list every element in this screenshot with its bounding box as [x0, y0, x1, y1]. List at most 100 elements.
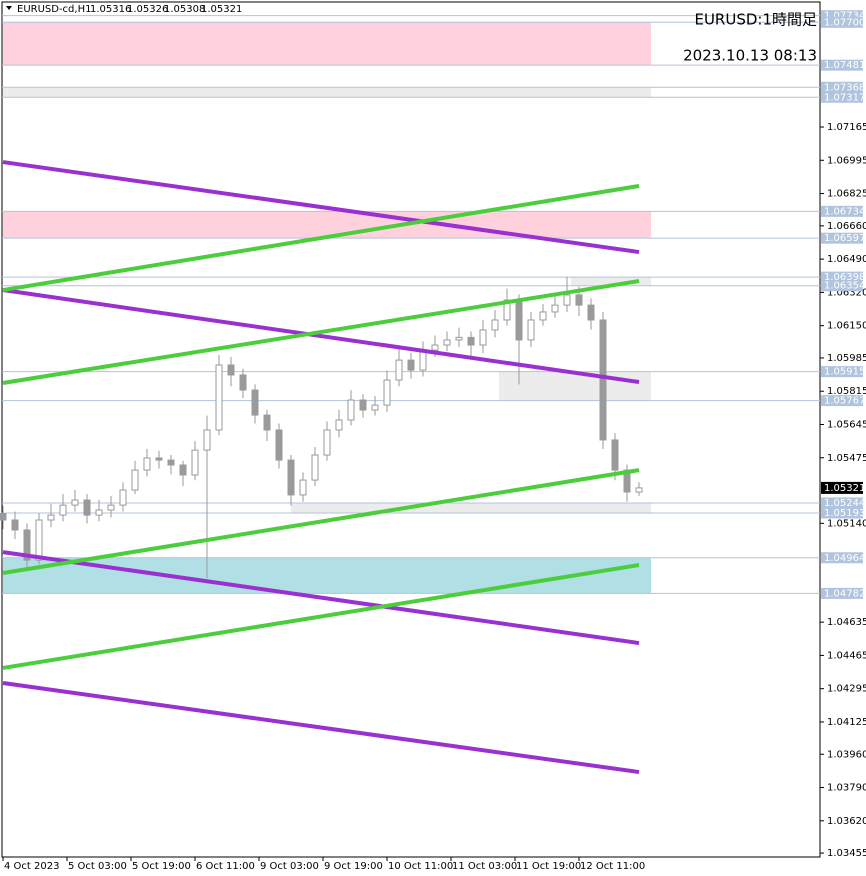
zone — [499, 371, 651, 401]
x-tick-label: 5 Oct 19:00 — [132, 861, 191, 872]
trendline — [2, 563, 640, 670]
y-tick-label: 1.05475 — [827, 453, 866, 464]
symbol: EURUSD-cd,H1 — [17, 4, 91, 15]
header-high: 1.05326 — [127, 4, 168, 15]
level-label-bg — [821, 271, 863, 283]
y-tick-label: 1.03455 — [827, 848, 866, 859]
trendline — [2, 550, 640, 646]
trendline — [2, 183, 640, 293]
candle-body — [155, 457, 163, 461]
x-tick-label: 9 Oct 19:00 — [324, 861, 383, 872]
candle-body — [587, 304, 595, 321]
level-label-bg — [821, 366, 863, 378]
x-tick-label: 11 Oct 19:00 — [516, 861, 581, 872]
overlay-title: EURUSD:1時間足 — [694, 11, 817, 29]
candle-body — [203, 429, 211, 451]
y-tick-label: 1.06660 — [827, 221, 866, 232]
y-tick-label: 1.06150 — [827, 321, 866, 332]
level-label: 1.07700 — [824, 17, 865, 28]
x-tick-label: 12 Oct 11:00 — [580, 861, 645, 872]
header-low: 1.05308 — [164, 4, 205, 15]
candle-body — [227, 364, 235, 376]
y-tick-label: 1.06825 — [827, 189, 866, 200]
candle-body — [143, 457, 151, 471]
candle-body — [563, 294, 571, 306]
candle-body — [323, 429, 331, 456]
price-label: 1.05321 — [824, 483, 865, 494]
zone — [3, 557, 651, 594]
candle-body — [47, 514, 55, 521]
y-tick-label: 1.04125 — [827, 717, 866, 728]
y-tick-label: 1.06995 — [827, 155, 866, 166]
x-tick-label: 4 Oct 2023 — [4, 861, 59, 872]
candle-body — [455, 336, 463, 341]
x-tick-label: 11 Oct 03:00 — [452, 861, 517, 872]
level-label-bg — [821, 205, 863, 217]
y-tick-label: 1.06320 — [827, 287, 866, 298]
candle-body — [71, 499, 79, 506]
level-label-bg — [821, 587, 863, 599]
level-label-bg — [821, 497, 863, 509]
candle-body — [395, 359, 403, 381]
level-label: 1.07734 — [824, 11, 865, 22]
candle-body — [419, 349, 427, 371]
level-label-bg — [821, 16, 863, 28]
candle-body — [431, 344, 439, 351]
candle-body — [359, 399, 367, 411]
candle-body — [299, 479, 307, 496]
trendline — [2, 160, 640, 255]
level-label: 1.06597 — [824, 233, 865, 244]
y-tick-label: 1.07165 — [827, 122, 866, 133]
candle-body — [467, 336, 475, 346]
candle-body — [503, 299, 511, 321]
candle-body — [263, 414, 271, 431]
candle-body — [275, 429, 283, 461]
candle-body — [11, 519, 19, 531]
level-label: 1.04964 — [824, 553, 865, 564]
menu-arrow[interactable] — [6, 6, 12, 10]
candle-body — [515, 299, 523, 341]
y-tick-label: 1.06490 — [827, 254, 866, 265]
y-tick-label: 1.03790 — [827, 783, 866, 794]
candle-body — [479, 329, 487, 346]
level-label: 1.05915 — [824, 367, 865, 378]
candle-body — [239, 374, 247, 391]
y-tick-label: 1.03960 — [827, 749, 866, 760]
candle-body — [443, 339, 451, 346]
plot-frame — [1, 1, 821, 858]
y-tick-label: 1.05985 — [827, 353, 866, 364]
candles — [0, 276, 643, 579]
level-label: 1.05767 — [824, 396, 865, 407]
level-label-bg — [821, 507, 863, 519]
level-label: 1.06398 — [824, 272, 865, 283]
candle-body — [59, 504, 67, 516]
candle-body — [491, 319, 499, 331]
candle-body — [599, 319, 607, 441]
level-label-bg — [821, 59, 863, 71]
level-label-bg — [821, 91, 863, 103]
candle-body — [407, 359, 415, 371]
y-tick-label: 1.04465 — [827, 650, 866, 661]
zone — [291, 502, 651, 513]
candle-body — [311, 454, 319, 481]
candle-body — [95, 509, 103, 516]
y-tick-label: 1.05140 — [827, 518, 866, 529]
overlay-datetime: 2023.10.13 08:13 — [683, 47, 817, 65]
trendline — [2, 288, 640, 384]
candle-body — [575, 294, 583, 306]
candle-body — [383, 379, 391, 406]
candle-body — [347, 399, 355, 421]
level-label: 1.04782 — [824, 588, 865, 599]
candle-body — [83, 499, 91, 516]
y-tick-label: 1.04295 — [827, 684, 866, 695]
trendline — [2, 468, 640, 576]
x-tick-label: 9 Oct 03:00 — [260, 861, 319, 872]
candle-body — [335, 419, 343, 431]
zone — [3, 211, 651, 239]
x-tick-label: 6 Oct 11:00 — [196, 861, 255, 872]
level-label: 1.05244 — [824, 498, 865, 509]
level-label-bg — [821, 280, 863, 292]
candle-body — [191, 449, 199, 476]
level-label-bg — [821, 232, 863, 244]
